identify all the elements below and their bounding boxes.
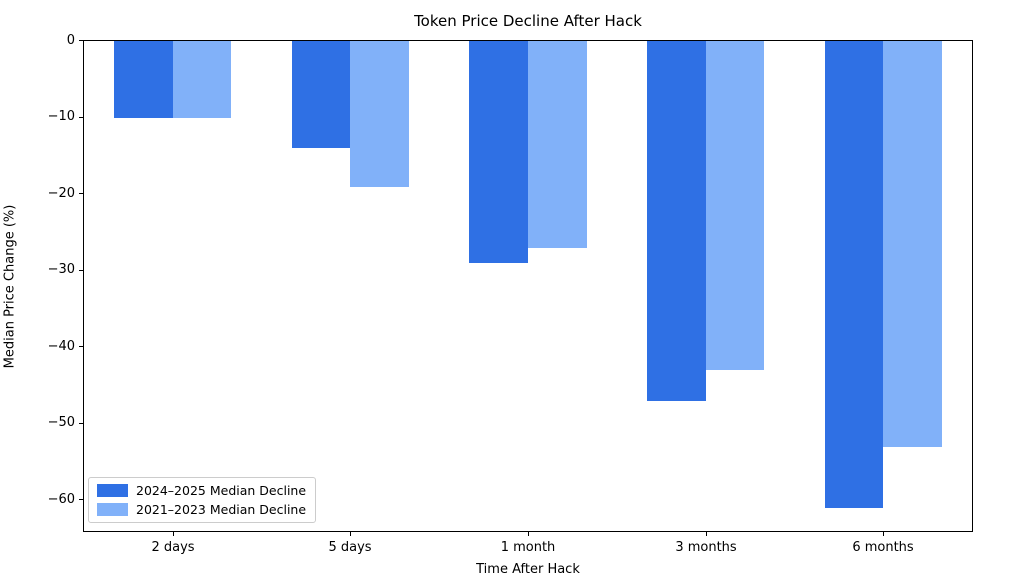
legend-label: 2021–2023 Median Decline [136,502,307,517]
y-axis-tick-label: −30 [47,262,75,277]
bar-3-months-series1 [647,41,706,401]
legend-swatch [97,503,128,516]
bar-3-months-series2 [705,41,765,371]
legend: 2024–2025 Median Decline 2021–2023 Median… [88,477,317,523]
legend-item: 2021–2023 Median Decline [97,502,306,517]
y-axis-tick-label: 0 [66,33,75,48]
x-axis-tick-label: 5 days [328,540,372,555]
y-axis-tick [79,40,83,41]
bar-5-days-series2 [350,41,409,187]
y-axis-tick [79,270,83,271]
bar-2-days-series2 [172,41,232,118]
bar-1-month-series1 [469,41,528,263]
y-axis-tick-label: −10 [47,109,75,124]
y-axis-tick [79,499,83,500]
x-axis-tick [883,532,884,536]
bar-2-days-series1 [114,41,173,118]
x-axis-tick-label: 3 months [675,540,737,555]
x-axis-tick [350,532,351,536]
y-axis-tick [79,423,83,424]
y-axis-label: Median Price Change (%) [2,204,18,369]
bar-6-months-series2 [883,41,942,447]
x-axis-tick-label: 1 month [500,540,556,555]
x-axis-label: Time After Hack [476,562,580,577]
bar-5-days-series1 [291,41,351,149]
legend-label: 2024–2025 Median Decline [136,483,307,498]
y-axis-tick [79,193,83,194]
plot-area [83,40,973,532]
bar-6-months-series1 [824,41,884,508]
x-axis-tick-label: 6 months [852,540,914,555]
x-axis-tick-label: 2 days [151,540,195,555]
y-axis-tick [79,346,83,347]
y-axis-tick [79,117,83,118]
y-axis-tick-label: −20 [47,186,75,201]
y-axis-tick-label: −60 [47,492,75,507]
x-axis-tick [706,532,707,536]
y-axis-tick-label: −40 [47,339,75,354]
x-axis-tick [528,532,529,536]
x-axis-tick [173,532,174,536]
legend-item: 2024–2025 Median Decline [97,483,306,498]
y-axis-tick-label: −50 [47,415,75,430]
legend-swatch [97,484,128,497]
bar-1-month-series2 [528,41,587,248]
chart-title: Token Price Decline After Hack [414,12,642,30]
